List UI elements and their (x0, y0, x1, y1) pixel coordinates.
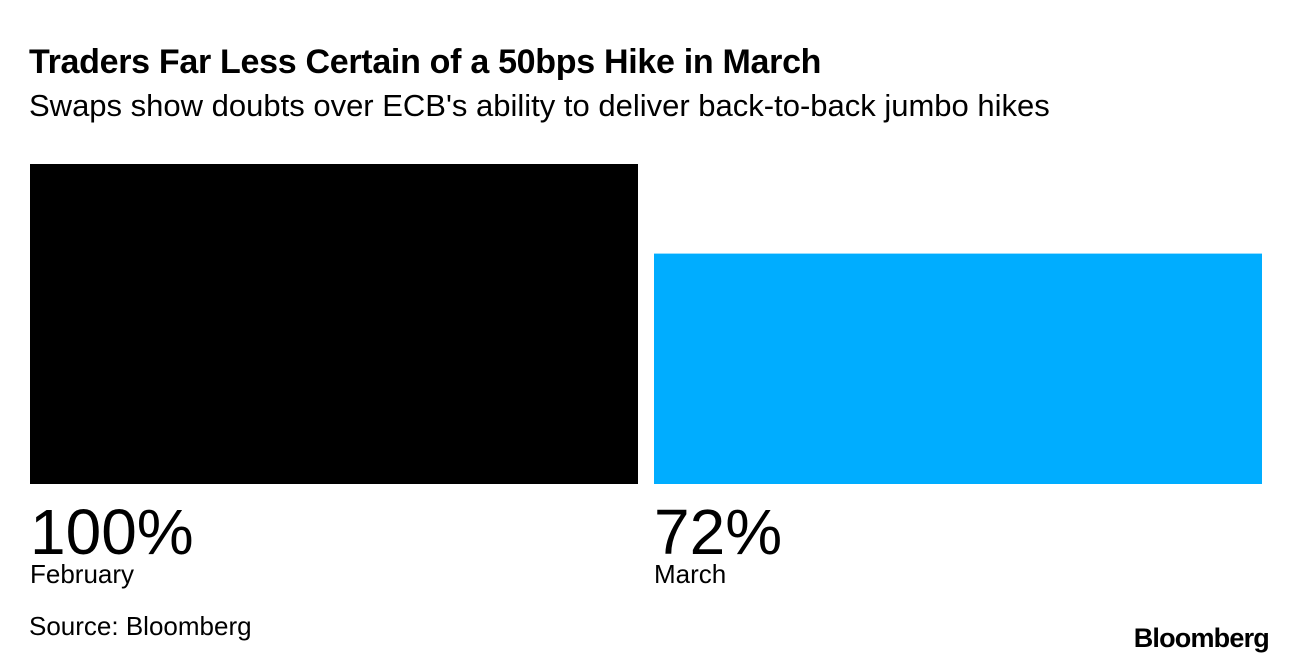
bar-march (654, 253, 1262, 484)
bar-february (30, 164, 638, 484)
bloomberg-logo: Bloomberg (1133, 623, 1270, 653)
chart-subtitle: Swaps show doubts over ECB's ability to … (29, 88, 1050, 123)
category-label-february: February (30, 559, 134, 589)
source-note: Source: Bloomberg (29, 611, 252, 641)
value-label-february: 100% (30, 496, 194, 568)
chart-title: Traders Far Less Certain of a 50bps Hike… (29, 43, 822, 81)
bar-chart: 100%February 72%March (30, 164, 1262, 589)
value-label-march: 72% (654, 496, 782, 568)
category-label-march: March (654, 559, 726, 589)
